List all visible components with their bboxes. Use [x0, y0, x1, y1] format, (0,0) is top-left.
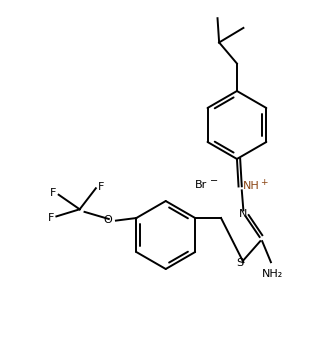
Text: N: N — [239, 209, 248, 219]
Text: F: F — [48, 213, 54, 223]
Text: NH: NH — [242, 181, 259, 192]
Text: +: + — [260, 178, 267, 187]
Text: S: S — [237, 258, 244, 268]
Text: Br: Br — [195, 180, 207, 190]
Text: −: − — [210, 176, 218, 186]
Text: O: O — [103, 215, 112, 225]
Text: F: F — [50, 188, 57, 198]
Text: NH₂: NH₂ — [262, 269, 283, 279]
Text: F: F — [98, 182, 104, 192]
